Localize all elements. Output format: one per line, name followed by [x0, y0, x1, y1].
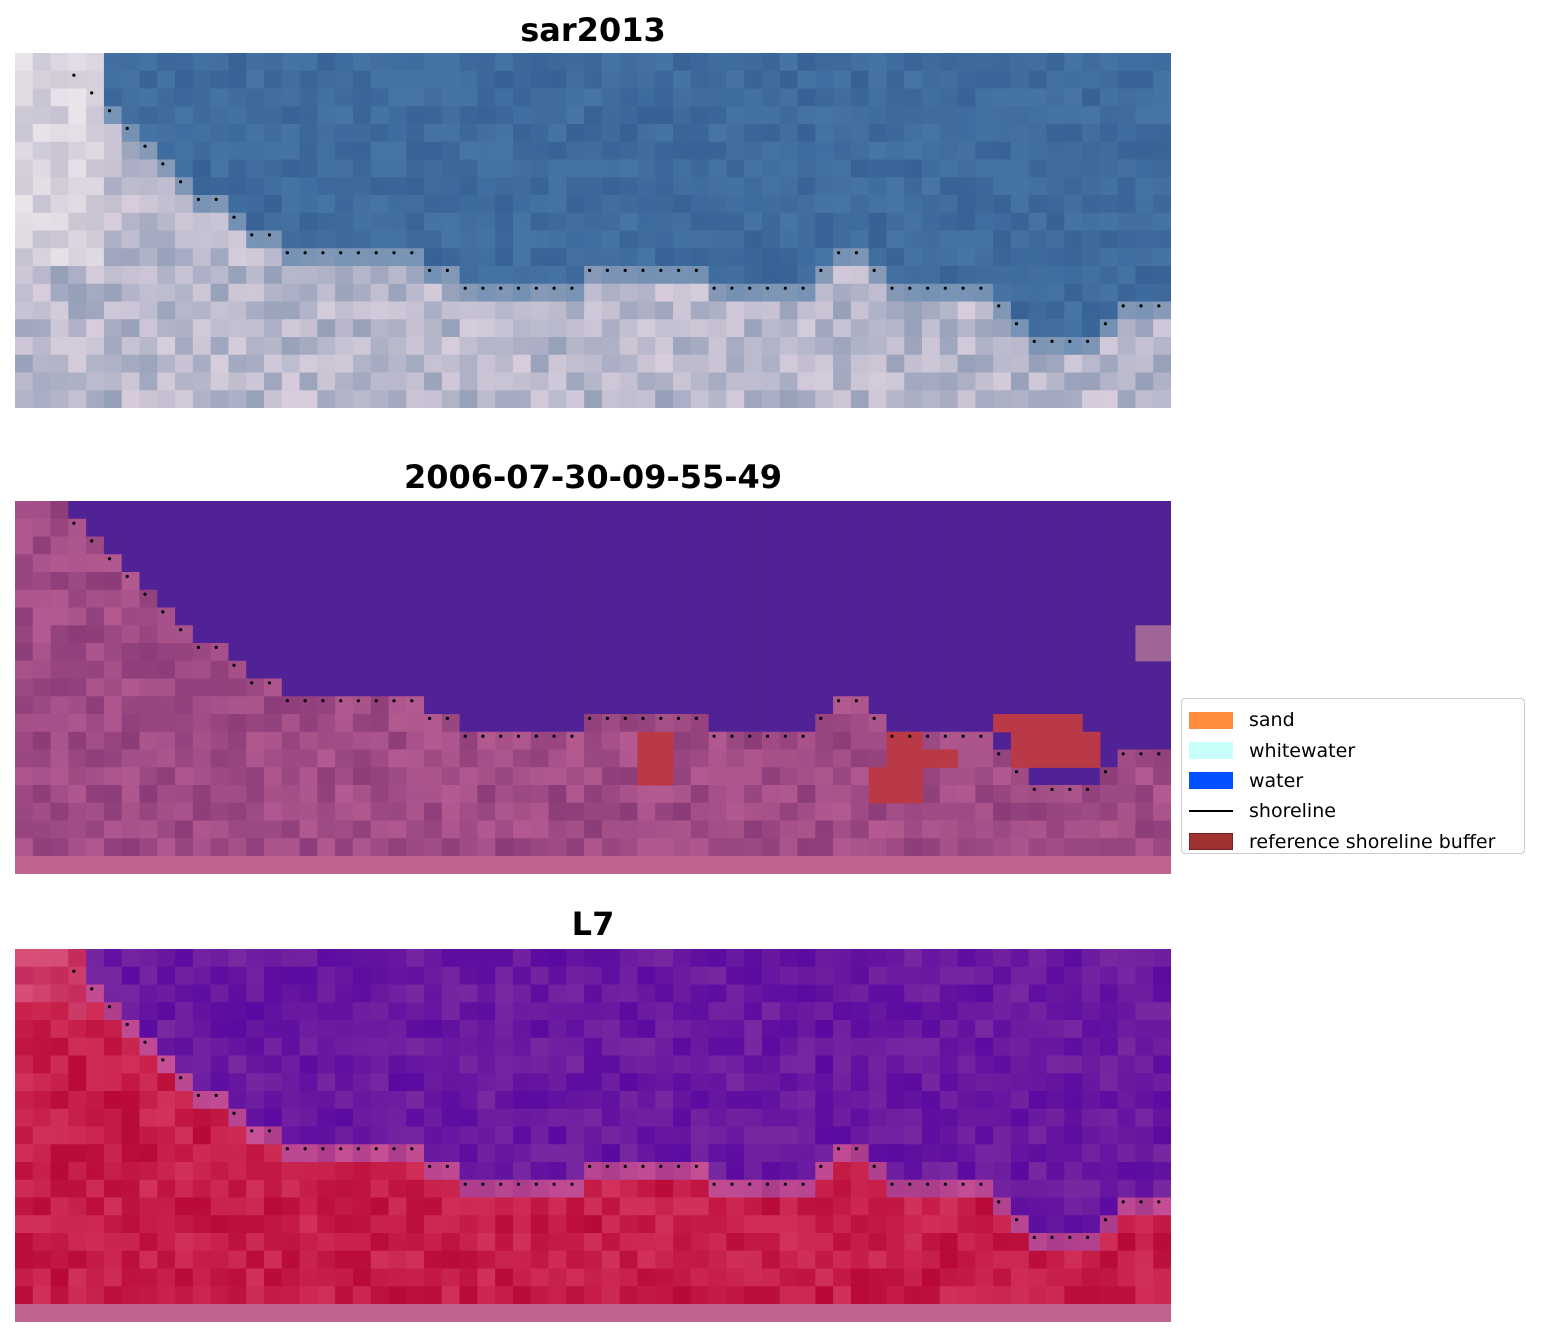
bottom-strip	[15, 856, 1171, 874]
reference-buffer-patch	[868, 767, 923, 804]
shoreline-dots	[72, 969, 1161, 1239]
legend-label-whitewater: whitewater	[1249, 739, 1356, 762]
legend-label-shoreline: shoreline	[1249, 800, 1336, 823]
panel-title-index: L7	[571, 905, 615, 943]
bottom-strip	[15, 1304, 1171, 1322]
legend-item-sand: sand	[1189, 705, 1516, 735]
legend-swatch-sand	[1189, 711, 1233, 729]
legend-label-reference-buffer: reference shoreline buffer	[1249, 830, 1496, 853]
legend-swatch-shoreline	[1189, 810, 1233, 813]
shoreline-dots	[72, 521, 1161, 791]
legend-label-water: water	[1249, 769, 1304, 792]
panel-title-rgb: sar2013	[520, 11, 666, 49]
legend-swatch-whitewater	[1189, 742, 1233, 760]
legend-swatch-reference-buffer	[1189, 833, 1233, 851]
legend-label-sand: sand	[1249, 709, 1295, 732]
shoreline-dots	[72, 73, 1161, 343]
legend-item-water: water	[1189, 766, 1516, 796]
index-image	[15, 949, 1171, 1322]
reference-buffer-patch	[886, 749, 959, 768]
classified-image	[15, 501, 1171, 874]
reference-buffer-patch	[1010, 731, 1101, 768]
legend-swatch-water	[1189, 772, 1233, 790]
rgb-satellite-image	[15, 53, 1171, 408]
index-image-panel	[15, 949, 1171, 1322]
reference-buffer-patch	[993, 714, 1083, 733]
legend: sand whitewater water shoreline referenc…	[1181, 698, 1525, 854]
rgb-image-panel	[15, 53, 1171, 408]
reference-buffer-patch	[886, 731, 923, 751]
panel-title-classified: 2006-07-30-09-55-49	[403, 458, 783, 496]
classified-image-panel	[15, 501, 1171, 874]
reference-buffer-patch	[637, 731, 674, 786]
legend-item-whitewater: whitewater	[1189, 735, 1516, 765]
legend-item-shoreline: shoreline	[1189, 796, 1516, 826]
legend-item-reference-buffer: reference shoreline buffer	[1189, 827, 1516, 857]
